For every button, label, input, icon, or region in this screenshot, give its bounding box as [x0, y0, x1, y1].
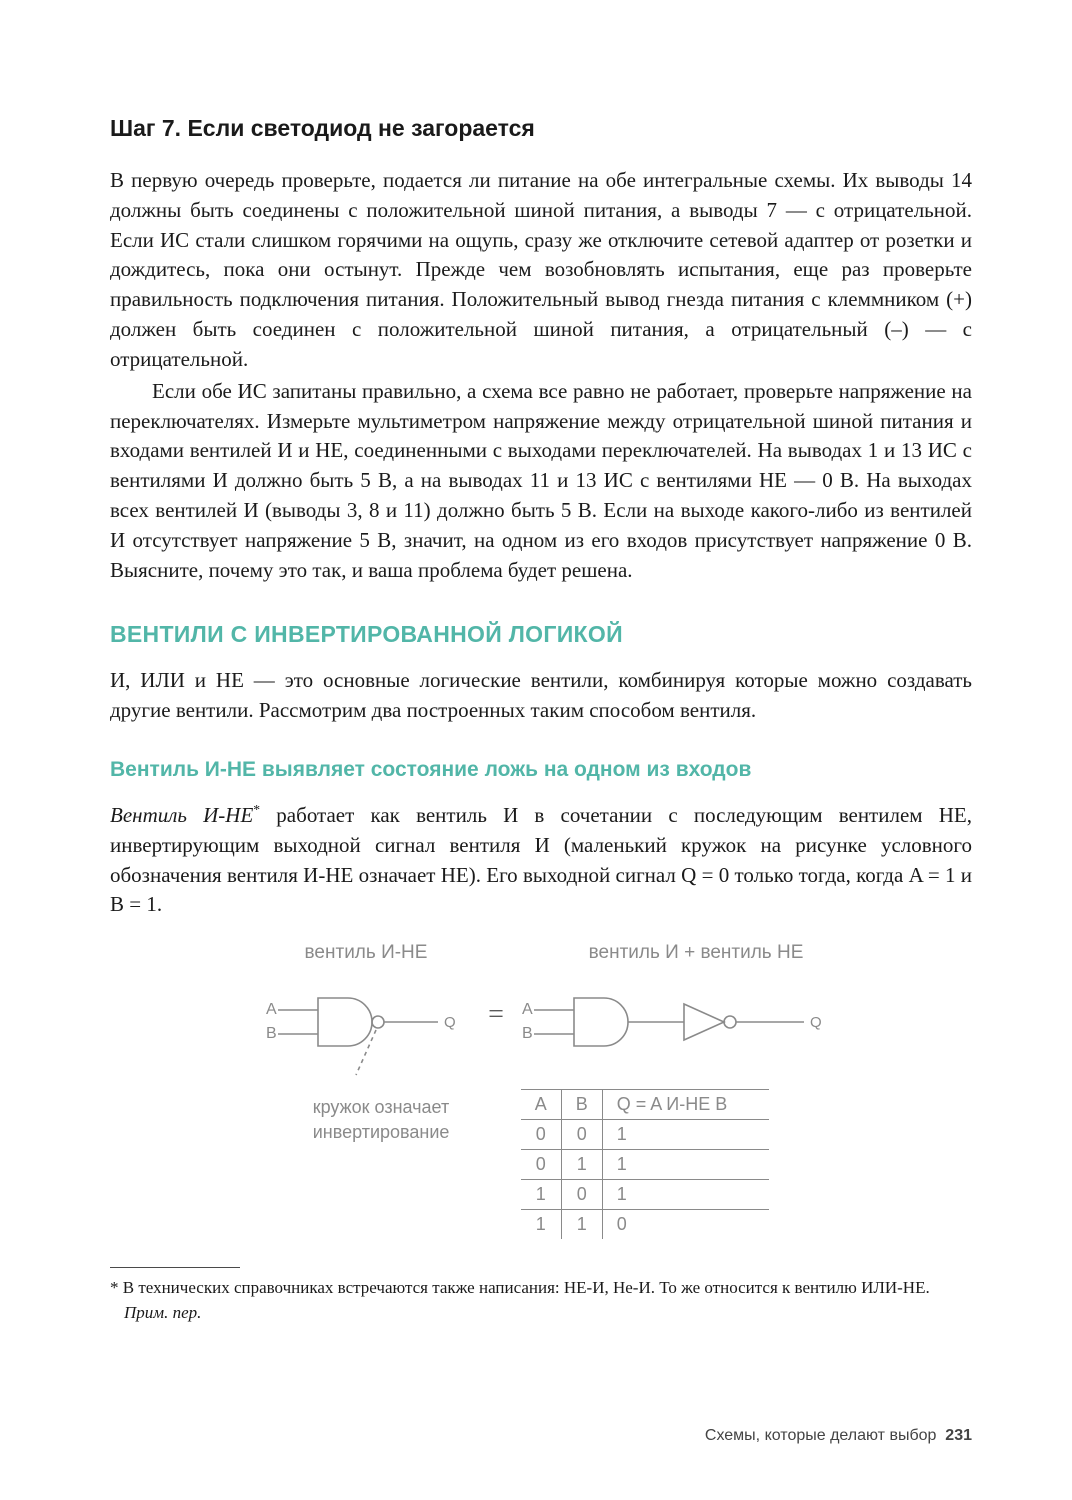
label-and-plus-not: вентиль И + вентиль НЕ [546, 942, 846, 964]
footnote: * В технических справочниках встречаются… [110, 1276, 972, 1325]
footer-title: Схемы, которые делают выбор [705, 1427, 937, 1444]
truth-header-q: Q = A И-НЕ B [602, 1090, 769, 1120]
paragraph-1: В первую очередь проверьте, подается ли … [110, 166, 972, 375]
table-row: 0 0 1 [521, 1120, 770, 1150]
svg-text:B: B [522, 1025, 533, 1042]
and-not-gate-icon: A B Q [514, 972, 834, 1087]
section-paragraph: И, ИЛИ и НЕ — это основные логические ве… [110, 666, 972, 726]
figure-bottom-row: кружок означает инвертирование A B Q = A… [313, 1089, 770, 1239]
label-q: Q [444, 1014, 456, 1031]
equals-sign: = [478, 999, 514, 1061]
table-row: 1 1 0 [521, 1210, 770, 1240]
subsection-paragraph: Вентиль И-НЕ* работает как вентиль И в с… [110, 800, 972, 920]
step-heading: Шаг 7. Если светодиод не загорается [110, 115, 972, 142]
label-a: A [266, 1001, 277, 1018]
table-row: 1 0 1 [521, 1180, 770, 1210]
table-row: 0 1 1 [521, 1150, 770, 1180]
figure-top-labels: вентиль И-НЕ вентиль И + вентиль НЕ [236, 942, 846, 964]
footnote-rule [110, 1267, 240, 1268]
label-nand-gate: вентиль И-НЕ [236, 942, 496, 964]
nand-figure: вентиль И-НЕ вентиль И + вентиль НЕ [110, 942, 972, 1239]
page: Шаг 7. Если светодиод не загорается В пе… [0, 0, 1072, 1500]
section-heading: ВЕНТИЛИ С ИНВЕРТИРОВАННОЙ ЛОГИКОЙ [110, 621, 972, 648]
paragraph-2: Если обе ИС запитаны правильно, а схема … [110, 377, 972, 586]
svg-text:Q: Q [810, 1014, 822, 1031]
truth-header-b: B [561, 1090, 602, 1120]
page-footer: Схемы, которые делают выбор 231 [705, 1427, 972, 1445]
circle-caption: кружок означает инвертирование [313, 1095, 503, 1144]
term-nand: Вентиль И-НЕ [110, 803, 253, 827]
truth-header-a: A [521, 1090, 562, 1120]
truth-table: A B Q = A И-НЕ B 0 0 1 0 1 1 1 0 1 [521, 1089, 770, 1239]
label-b: B [266, 1025, 277, 1042]
figure-gates-row: A B Q = [248, 972, 834, 1087]
subsection-heading: Вентиль И-НЕ выявляет состояние ложь на … [110, 758, 972, 782]
nand-gate-icon: A B Q [248, 972, 478, 1087]
page-number: 231 [945, 1427, 972, 1444]
svg-text:A: A [522, 1001, 533, 1018]
